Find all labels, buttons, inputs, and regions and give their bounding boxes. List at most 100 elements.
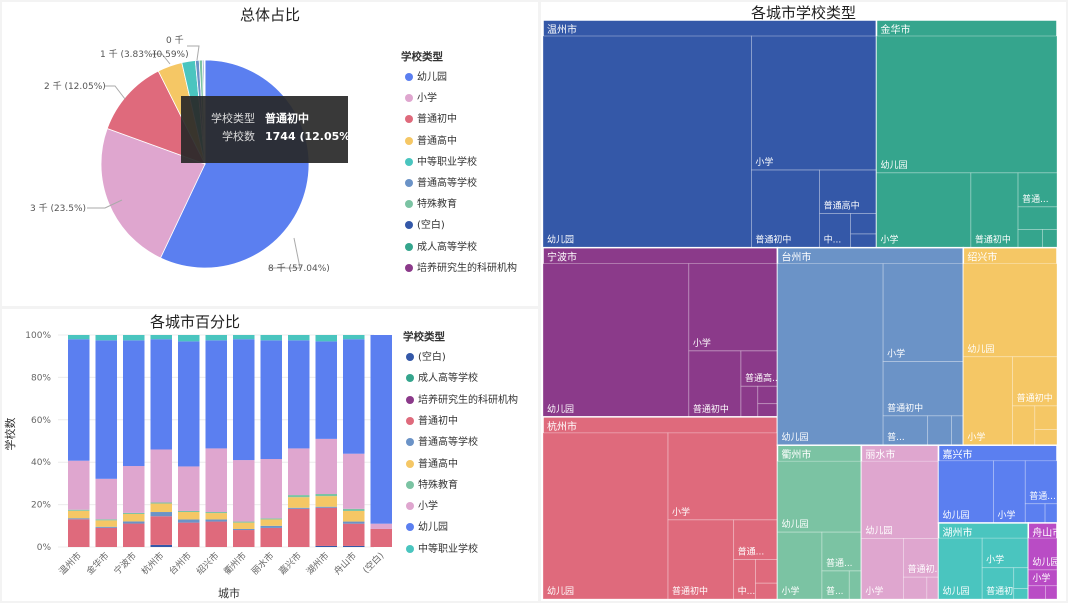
legend-label: (空白) — [418, 352, 446, 363]
bar-segment — [150, 544, 172, 547]
bar-segment — [205, 335, 227, 341]
treemap-group-label: 杭州市 — [547, 420, 577, 433]
bar-chart-panel: 各城市百分比 0% 20% 40% 60% 80% 100% 学校数 城市 温州市 金华市 宁波市杭… — [2, 309, 538, 601]
bar-segment — [260, 335, 282, 341]
bar-segment — [68, 335, 90, 340]
legend-item[interactable]: (空白) — [406, 348, 446, 363]
bar-segment — [260, 519, 282, 526]
legend-label: 培养研究生的科研机构 — [418, 394, 518, 406]
bar-segment — [150, 339, 172, 450]
bar-segment — [315, 438, 337, 494]
treemap-cell-label: 普... — [826, 585, 844, 597]
treemap-cell — [542, 35, 752, 248]
legend-dot-icon — [406, 374, 414, 383]
bar-segment — [288, 507, 310, 509]
bar-segment — [68, 339, 90, 461]
treemap-cell — [882, 361, 964, 417]
treemap-cell — [903, 538, 939, 578]
legend-label: 中等职业学校 — [417, 156, 477, 168]
bar-segment — [123, 512, 145, 514]
pie-label-zero: 0 千 — [166, 35, 184, 46]
treemap-cell — [740, 350, 778, 387]
bar-segment — [95, 527, 117, 547]
legend-dot-icon — [406, 438, 414, 447]
treemap-group-label: 舟山市 — [1032, 526, 1062, 539]
bar-segment — [260, 340, 282, 460]
treemap-cell-label: 幼儿园 — [943, 585, 970, 597]
legend-label: 普通高中 — [418, 458, 458, 470]
bar-segment — [150, 502, 172, 504]
legend-item[interactable]: 中等职业学校 — [405, 153, 477, 168]
bar-xtick-label: 金华市 — [84, 550, 112, 578]
legend-label: 培养研究生的科研机构 — [417, 262, 517, 274]
bar-xtick-label: 温州市 — [56, 550, 84, 578]
treemap-cell-label: 幼儿园 — [865, 524, 892, 536]
legend-item[interactable]: 普通高中 — [405, 132, 457, 147]
treemap-cell — [962, 263, 1058, 358]
bar-xtick-label: 宁波市 — [111, 550, 139, 578]
bar-segment — [178, 512, 200, 520]
treemap-cell — [733, 519, 778, 560]
legend-dot-icon — [405, 221, 413, 230]
legend-dot-icon — [405, 94, 413, 103]
legend-item[interactable]: 普通高等学校 — [406, 433, 478, 448]
legend-item[interactable]: 中等职业学校 — [406, 540, 478, 555]
treemap-cell-label: 中... — [738, 585, 756, 597]
bar-segment — [68, 510, 90, 519]
treemap-group-label: 金华市 — [880, 23, 910, 36]
bar-segment — [370, 523, 392, 529]
legend-item[interactable]: 特殊教育 — [405, 195, 457, 210]
legend-item[interactable]: 普通初中 — [406, 412, 458, 427]
treemap-cell — [882, 263, 964, 362]
bar-segment — [288, 497, 310, 508]
legend-item[interactable]: (空白) — [405, 216, 445, 231]
bar-segment — [260, 527, 282, 547]
pie-label-yey: 8 千 (57.04%) — [268, 263, 330, 274]
treemap-cell — [1027, 585, 1046, 600]
treemap-cell-label: 小学 — [755, 156, 773, 168]
legend-item[interactable]: 成人高等学校 — [406, 369, 478, 384]
pie-leader-line — [268, 237, 301, 269]
legend-item[interactable]: 培养研究生的科研机构 — [405, 259, 517, 274]
bar-segment — [68, 518, 90, 520]
treemap-cell — [542, 432, 669, 600]
bar-segment — [233, 522, 255, 529]
bar-segment — [95, 340, 117, 479]
treemap-cell — [821, 570, 850, 600]
bar-segment — [123, 523, 145, 547]
bar-ytick-label: 40% — [31, 458, 51, 468]
bar-xtick-label: (空白) — [360, 550, 386, 576]
treemap-cell — [1017, 172, 1058, 208]
bar-segment — [68, 519, 90, 547]
pie-leader-line — [87, 199, 123, 209]
bar-segment — [95, 520, 117, 527]
bar-segment — [315, 496, 337, 507]
treemap-cell-label: 小学 — [781, 585, 799, 597]
legend-item[interactable]: 普通高等学校 — [405, 174, 477, 189]
treemap-cell-label: 普通... — [826, 557, 853, 569]
bar-segment — [95, 519, 117, 521]
bar-segment — [260, 525, 282, 528]
legend-item[interactable]: 普通初中 — [405, 110, 457, 125]
legend-item[interactable]: 特殊教育 — [406, 476, 458, 491]
pie-legend-title: 学校类型 — [401, 51, 443, 63]
bar-ytick-label: 80% — [31, 373, 51, 383]
legend-item[interactable]: 小学 — [405, 89, 437, 104]
legend-item[interactable]: 普通高中 — [406, 455, 458, 470]
bar-segment — [260, 459, 282, 519]
treemap-cell-label: 普通初中 — [672, 585, 708, 597]
legend-item[interactable]: 幼儿园 — [406, 518, 448, 533]
bar-xtick-label: 绍兴市 — [194, 550, 222, 578]
treemap-cell — [970, 172, 1019, 248]
treemap-cell-label: 小学 — [997, 509, 1015, 521]
treemap-cell — [757, 385, 778, 405]
legend-item[interactable]: 小学 — [406, 497, 438, 512]
legend-item[interactable]: 培养研究生的科研机构 — [406, 391, 518, 406]
legend-item[interactable]: 幼儿园 — [405, 68, 447, 83]
bar-segment — [343, 521, 365, 524]
bar-segment — [343, 510, 365, 522]
bar-segment — [233, 521, 255, 523]
legend-item[interactable]: 成人高等学校 — [405, 238, 477, 253]
